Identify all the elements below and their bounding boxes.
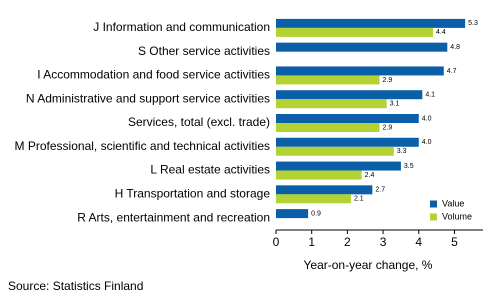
bar [276, 42, 448, 52]
x-tick-label: 2 [344, 235, 351, 249]
y-tick-label: H Transportation and storage [115, 187, 271, 201]
value-label: 3.3 [397, 148, 407, 155]
bar [276, 18, 466, 28]
legend-label: Value [442, 198, 464, 208]
bar [276, 185, 373, 195]
value-label: 4.1 [425, 92, 435, 99]
bar [276, 114, 419, 123]
y-tick-label: R Arts, entertainment and recreation [77, 210, 270, 224]
value-label: 4.4 [436, 29, 446, 36]
value-label: 4.0 [422, 115, 432, 122]
value-label: 4.7 [447, 68, 457, 75]
bar [276, 123, 380, 132]
bar [276, 66, 444, 76]
bar [276, 27, 434, 37]
bar [276, 209, 309, 219]
x-tick-label: 4 [415, 235, 422, 249]
value-label: 2.7 [375, 187, 385, 194]
x-axis-label: Year-on-year change, % [304, 258, 433, 272]
bar [276, 161, 401, 171]
legend-swatch [430, 200, 437, 208]
bar [276, 170, 362, 180]
y-tick-label: I Accommodation and food service activit… [37, 68, 270, 82]
bar [276, 75, 380, 85]
y-tick-label: S Other service activities [138, 44, 270, 58]
x-tick-label: 0 [273, 235, 280, 249]
x-tick-label: 3 [380, 235, 387, 249]
value-label: 2.9 [383, 77, 393, 84]
x-tick-label: 5 [451, 235, 458, 249]
y-tick-label: N Administrative and support service act… [26, 91, 270, 105]
x-tick-label: 1 [308, 235, 315, 249]
source: Source: Statistics Finland [8, 279, 143, 293]
value-label: 4.0 [422, 139, 432, 146]
bar [276, 137, 419, 147]
value-label: 5.3 [468, 20, 478, 27]
y-tick-label: M Professional, scientific and technical… [15, 139, 270, 153]
y-tick-label: L Real estate activities [150, 163, 270, 177]
legend-swatch [430, 213, 437, 221]
value-label: 3.5 [404, 163, 414, 170]
bar [276, 99, 387, 109]
legend-label: Volume [442, 211, 472, 221]
bar [276, 90, 423, 100]
y-tick-label: Services, total (excl. trade) [128, 115, 270, 129]
value-label: 2.1 [354, 196, 364, 203]
value-label: 3.1 [390, 101, 400, 108]
bar [276, 146, 394, 156]
bar [276, 194, 351, 204]
value-label: 0.9 [311, 210, 321, 217]
value-label: 2.9 [383, 124, 393, 131]
value-label: 4.8 [450, 44, 460, 51]
value-label: 2.4 [365, 172, 375, 179]
y-tick-label: J Information and communication [93, 20, 270, 34]
